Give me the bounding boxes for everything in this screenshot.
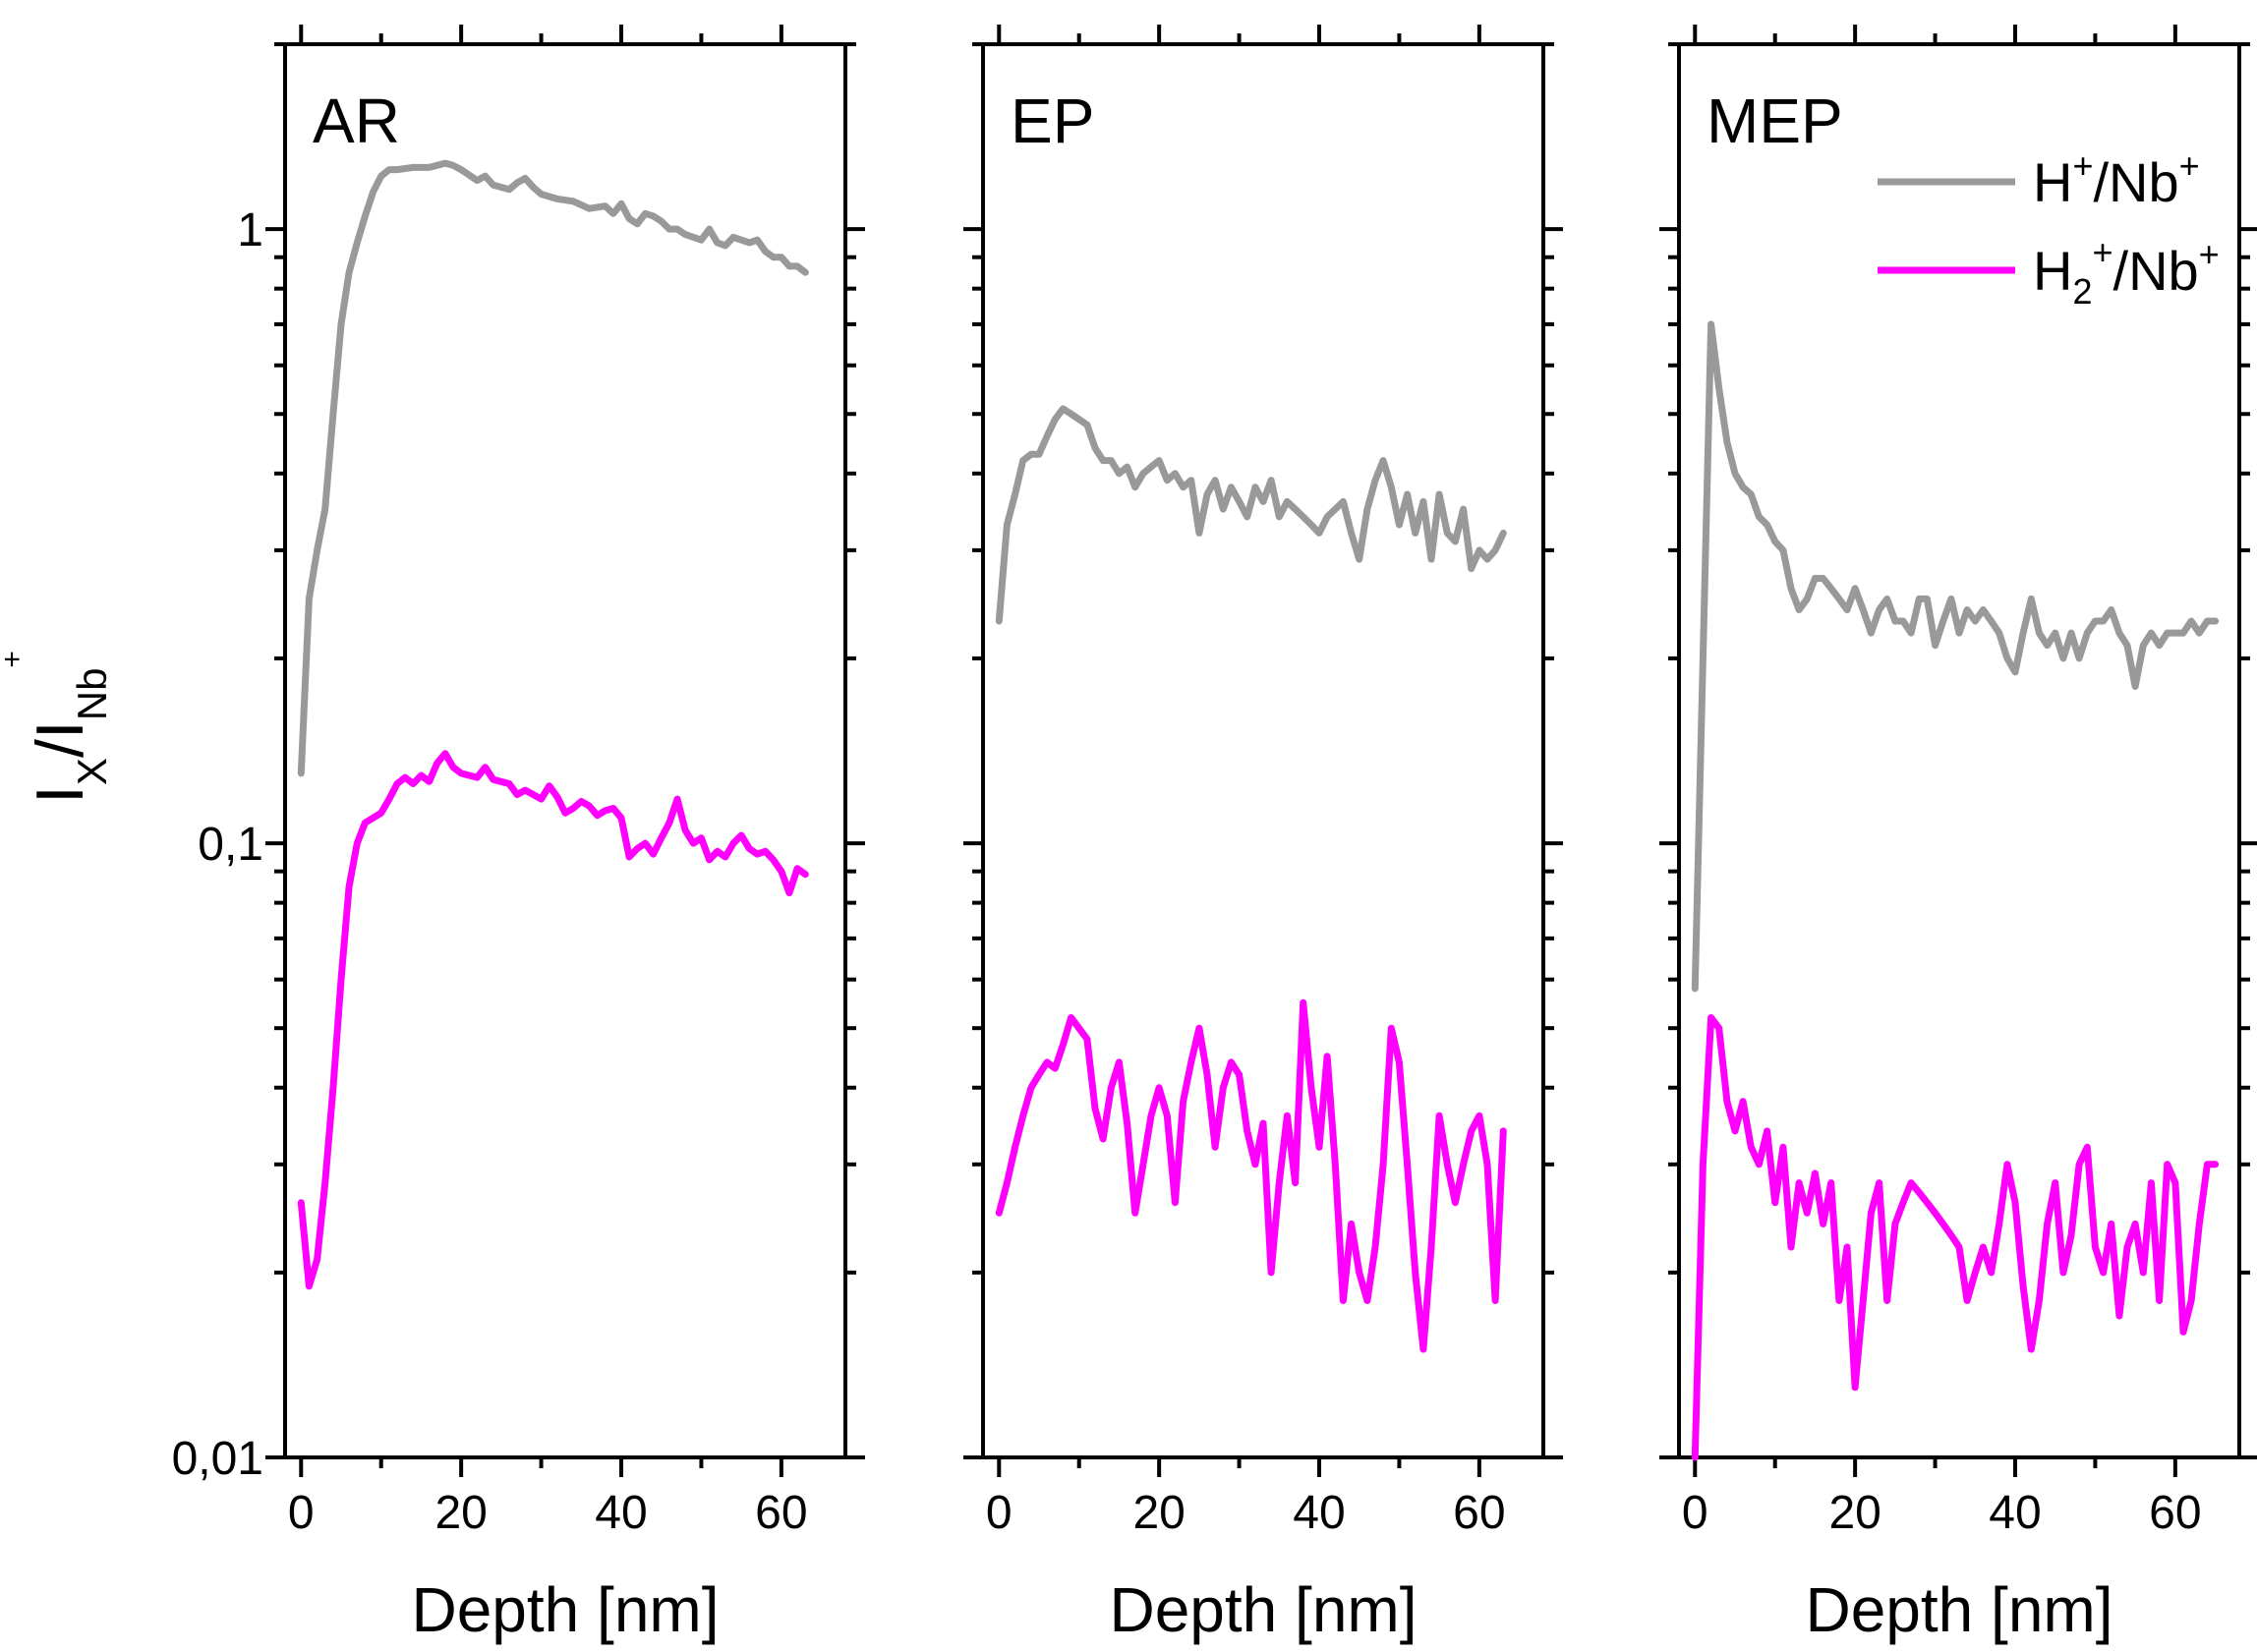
y-axis-label: IX/INb+ bbox=[0, 651, 115, 804]
series-line-h2 bbox=[995, 998, 1507, 1353]
plot-frame bbox=[981, 42, 1545, 1459]
x-tick-label: 20 bbox=[1132, 1487, 1185, 1539]
series-line-h2 bbox=[1691, 1014, 2220, 1461]
x-tick-label: 20 bbox=[1828, 1487, 1881, 1539]
x-tick-label: 60 bbox=[755, 1487, 807, 1539]
x-tick-label: 60 bbox=[1453, 1487, 1505, 1539]
series-line-h bbox=[1691, 320, 2220, 993]
panel-label: AR bbox=[313, 85, 400, 156]
x-tick-label: 40 bbox=[1989, 1487, 2041, 1539]
x-tick-label: 0 bbox=[1682, 1487, 1708, 1539]
y-tick-label: 1 bbox=[237, 204, 263, 256]
panel-ep: 0 20 40 60 Depth [nm] EP bbox=[963, 25, 1563, 1645]
x-axis-label: Depth [nm] bbox=[411, 1574, 719, 1645]
y-tick-label: 0,01 bbox=[172, 1433, 263, 1485]
panel-mep: 0 20 40 60 Depth [nm] MEP bbox=[1659, 25, 2257, 1645]
x-tick-label: 40 bbox=[1293, 1487, 1345, 1539]
x-tick-label: 60 bbox=[2149, 1487, 2201, 1539]
plot-frame bbox=[283, 42, 847, 1459]
y-tick-labels: 0,01 0,1 1 bbox=[172, 204, 263, 1485]
legend-label-h2: H2+/Nb+ bbox=[2033, 232, 2220, 312]
series-line-h bbox=[297, 159, 809, 777]
plot-frame bbox=[1677, 42, 2241, 1459]
x-axis-label: Depth [nm] bbox=[1805, 1574, 2112, 1645]
x-tick-label: 0 bbox=[986, 1487, 1013, 1539]
legend: H+/Nb+ H2+/Nb+ bbox=[1878, 145, 2220, 312]
panel-ar: 0 20 40 60 Depth [nm] AR bbox=[265, 25, 865, 1645]
series-line-h2 bbox=[297, 750, 809, 1290]
legend-label-h: H+/Nb+ bbox=[2033, 145, 2200, 213]
x-axis-label: Depth [nm] bbox=[1109, 1574, 1417, 1645]
y-tick-label: 0,1 bbox=[198, 819, 263, 871]
x-tick-label: 20 bbox=[434, 1487, 487, 1539]
x-tick-label: 0 bbox=[288, 1487, 315, 1539]
x-tick-label: 40 bbox=[595, 1487, 647, 1539]
panel-label: EP bbox=[1011, 85, 1094, 156]
series-line-h bbox=[995, 405, 1507, 625]
panel-label: MEP bbox=[1707, 85, 1843, 156]
